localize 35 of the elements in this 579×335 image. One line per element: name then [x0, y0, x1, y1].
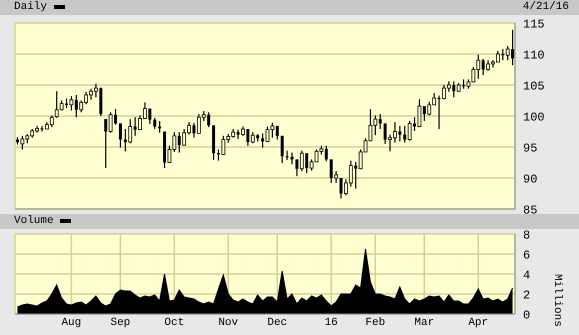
candlestick	[300, 150, 304, 172]
chart-title: Volume	[14, 214, 54, 229]
x-tick-label: Nov	[218, 316, 239, 329]
y-tick-label: 100	[523, 110, 545, 124]
candlestick	[286, 150, 289, 161]
x-tick-label: Sep	[110, 316, 130, 329]
candlestick	[158, 120, 162, 134]
candlestick	[128, 118, 132, 144]
candlestick	[290, 152, 294, 165]
y-tick-label: 8	[523, 228, 530, 242]
y-tick-label: 95	[523, 141, 538, 156]
candlestick	[280, 135, 284, 164]
chart-title: Daily	[14, 0, 48, 15]
candlestick	[118, 122, 122, 148]
y-tick-label: 6	[523, 248, 530, 262]
x-tick-label: Feb	[365, 316, 386, 329]
y-tick-label: 4	[523, 268, 530, 282]
y-tick-label: 90	[523, 172, 538, 186]
x-tick-label: Aug	[61, 316, 82, 329]
text: 4/21/16	[522, 0, 569, 15]
y-tick-label: 2	[523, 288, 530, 302]
y-tick-label: 0	[523, 308, 530, 322]
x-tick-label: Oct	[164, 316, 184, 329]
x-tick-label: 16	[324, 316, 338, 329]
candlestick	[153, 117, 156, 130]
x-tick-label: Dec	[267, 316, 288, 329]
candlestick	[250, 132, 255, 144]
y-axis-title: Millions	[551, 274, 564, 327]
candlestick	[506, 45, 510, 61]
y-tick-label: 115	[523, 17, 545, 32]
x-tick-label: Mar	[414, 316, 434, 329]
y-tick-label: 105	[523, 79, 545, 94]
x-tick-label: Apr	[468, 316, 488, 329]
y-tick-label: 85	[523, 203, 538, 218]
y-tick-label: 110	[523, 48, 545, 62]
